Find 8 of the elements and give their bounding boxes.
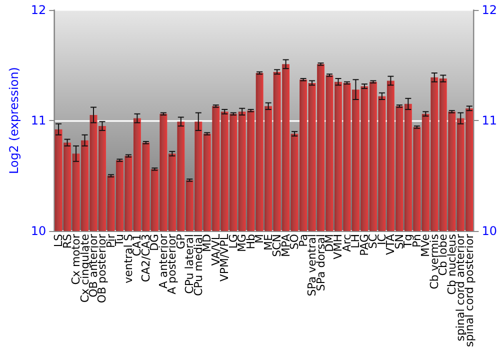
y2-tick-label: 10	[482, 224, 498, 238]
y-tick-label: 12	[30, 3, 46, 17]
y-tick-label: 10	[30, 224, 46, 238]
y2-tick-label: 12	[482, 3, 498, 17]
y2-tick-label: 11	[482, 114, 498, 128]
y-tick-label: 11	[30, 114, 46, 128]
x-tick-label: A posterior	[166, 234, 179, 294]
y-axis-title: Log2 (expression)	[7, 67, 21, 174]
